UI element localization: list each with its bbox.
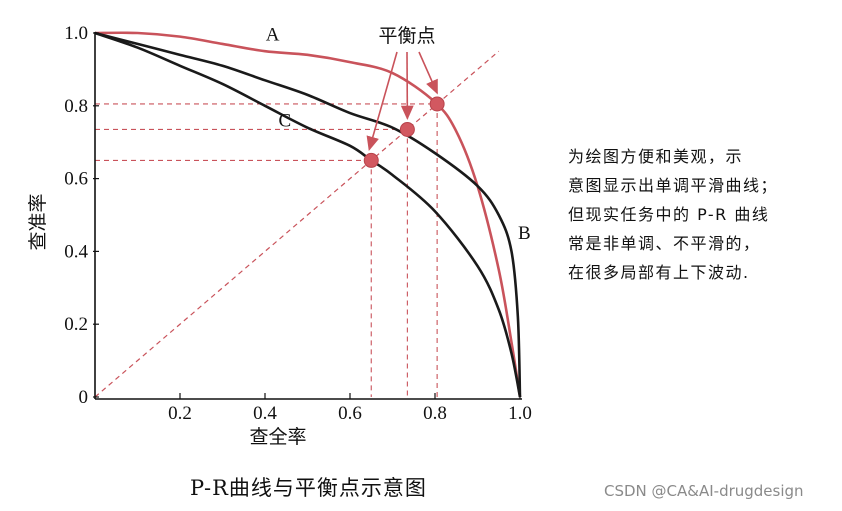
curve-a bbox=[94, 31, 522, 398]
y-tick-label-5: 0.8 bbox=[64, 96, 88, 117]
y-ticks: 0 0.2 0.4 0.6 0.8 1.0 bbox=[64, 23, 99, 408]
chart-caption: P-R曲线与平衡点示意图 bbox=[190, 476, 427, 500]
x-axis-title: 查全率 bbox=[249, 426, 306, 448]
x-tick-label-1: 0.2 bbox=[168, 403, 192, 424]
y-axis-title: 查准率 bbox=[27, 193, 49, 250]
break-even-points bbox=[363, 96, 445, 168]
curve-labels: A C B bbox=[266, 25, 531, 245]
guide-lines bbox=[95, 103, 438, 397]
annotation-arrows bbox=[366, 51, 438, 151]
annotation-arrow-3 bbox=[418, 51, 438, 95]
y-tick-label-2: 0.2 bbox=[64, 314, 88, 335]
note-line-2: 意图显示出单调平滑曲线； bbox=[568, 176, 779, 195]
curve-label-c: C bbox=[279, 110, 292, 131]
axes bbox=[94, 32, 522, 400]
y-tick-label-1: 0 bbox=[79, 387, 89, 408]
y-tick-label-4: 0.6 bbox=[64, 169, 88, 190]
y-tick-label-6: 1.0 bbox=[64, 23, 88, 44]
break-even-point-2 bbox=[399, 121, 415, 137]
annotation-break-even: 平衡点 bbox=[378, 25, 435, 47]
annotation-arrow-1 bbox=[366, 51, 398, 151]
x-tick-label-3: 0.6 bbox=[338, 403, 362, 424]
y-tick-label-3: 0.4 bbox=[64, 241, 88, 262]
note-line-3: 但现实任务中的 P-R 曲线 bbox=[568, 205, 770, 224]
x-tick-label-4: 0.8 bbox=[423, 403, 447, 424]
side-note: 为绘图方便和美观，示 意图显示出单调平滑曲线； 但现实任务中的 P-R 曲线 常… bbox=[568, 142, 830, 287]
note-line-1: 为绘图方便和美观，示 bbox=[568, 147, 744, 166]
watermark: CSDN @CA&AI-drugdesign bbox=[604, 482, 804, 500]
curve-c bbox=[94, 31, 522, 398]
break-even-point-1 bbox=[363, 152, 379, 168]
x-tick-label-2: 0.4 bbox=[253, 403, 277, 424]
note-line-5: 在很多局部有上下波动. bbox=[568, 263, 750, 282]
x-tick-label-5: 1.0 bbox=[508, 403, 532, 424]
x-ticks: 0.2 0.4 0.6 0.8 1.0 bbox=[168, 393, 532, 424]
note-line-4: 常是非单调、不平滑的， bbox=[568, 234, 761, 253]
curve-label-b: B bbox=[518, 223, 531, 244]
curve-label-a: A bbox=[266, 25, 280, 46]
break-even-point-3 bbox=[429, 96, 445, 112]
